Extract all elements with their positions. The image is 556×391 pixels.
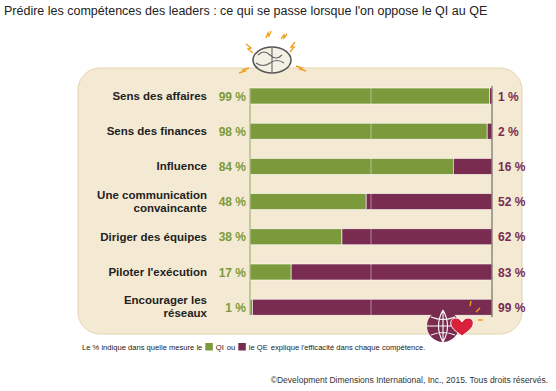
bar-segment — [250, 123, 487, 139]
data-label: 99 % — [498, 301, 526, 315]
data-label: 52 % — [498, 195, 526, 209]
data-label: 2 % — [498, 125, 519, 139]
category-label: Piloter l'exécution — [108, 266, 207, 278]
panel — [78, 68, 522, 334]
category-label: Sens des finances — [107, 125, 207, 137]
data-label: 1 % — [498, 90, 519, 104]
data-label: 17 % — [219, 266, 247, 280]
legend-text: QI — [216, 343, 224, 352]
data-label: 1 % — [225, 301, 246, 315]
bar-segment — [250, 194, 366, 210]
title: Prédire les compétences des leaders : ce… — [4, 4, 487, 18]
legend-text: le QE — [249, 343, 268, 352]
brain-sparks — [239, 31, 306, 73]
data-label: 83 % — [498, 266, 526, 280]
data-label: 16 % — [498, 160, 526, 174]
data-label: 99 % — [219, 90, 247, 104]
category-label-line: convaincante — [134, 202, 208, 214]
labels: Sens des affaires 99 % 1 % Sens des finance… — [97, 90, 526, 320]
legend-text: Le % indique dans quelle mesure le — [82, 343, 202, 352]
data-label: 38 % — [219, 230, 247, 244]
bar-segment — [250, 229, 342, 245]
grid-line — [250, 88, 251, 315]
bars — [250, 88, 492, 315]
globe-icon — [427, 301, 483, 342]
data-label: 62 % — [498, 230, 526, 244]
bar-segment — [342, 229, 492, 245]
category-label-line: réseaux — [164, 307, 208, 319]
bar-segment — [250, 264, 291, 280]
bar-segment — [252, 299, 492, 315]
bar-segment — [366, 194, 492, 210]
data-label: 84 % — [219, 160, 247, 174]
grid-line — [371, 88, 372, 315]
legend-swatch — [205, 343, 213, 351]
category-label: Une communicationconvaincante — [97, 189, 207, 214]
legend: Le % indique dans quelle mesure le QIou le… — [82, 343, 425, 352]
bar-segment — [487, 123, 492, 139]
brain-icon — [239, 31, 306, 73]
category-label-line: Encourager les — [124, 294, 207, 306]
axis-line — [492, 86, 493, 317]
legend-text: explique l'efficacité dans chaque compét… — [271, 343, 426, 352]
heart — [451, 318, 474, 336]
category-label: Sens des affaires — [112, 90, 207, 102]
category-label-line: Une communication — [97, 189, 207, 201]
brain-folds — [256, 48, 284, 72]
chart: Prédire les compétences des leaders : ce… — [0, 0, 556, 391]
copyright: ©Development Dimensions International, I… — [271, 375, 548, 385]
bar-segment — [250, 158, 453, 174]
axis-line — [250, 88, 251, 315]
legend-swatch — [238, 343, 246, 351]
bar-segment — [291, 264, 492, 280]
brain-shape — [253, 47, 291, 73]
bar-segment — [453, 158, 492, 174]
category-label: Influence — [157, 160, 207, 172]
category-label: Diriger des équipes — [100, 231, 207, 243]
data-label: 48 % — [219, 195, 247, 209]
legend-text: ou — [227, 343, 235, 352]
heart-sparks — [470, 301, 483, 320]
data-label: 98 % — [219, 125, 247, 139]
category-label: Encourager lesréseaux — [124, 294, 208, 319]
bar-segment — [250, 88, 490, 104]
